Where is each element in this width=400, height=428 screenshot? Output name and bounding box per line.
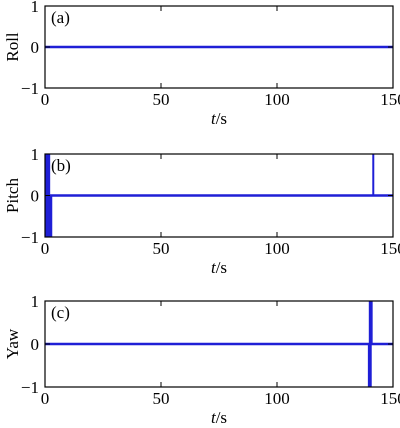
y-tick-label: 0 xyxy=(31,38,40,57)
y-axis-label: Roll xyxy=(3,32,22,62)
x-tick-label: 150 xyxy=(380,239,400,258)
y-axis-label: Yaw xyxy=(3,328,22,359)
x-tick-label: 50 xyxy=(153,90,170,109)
x-axis-label-unit: /s xyxy=(216,258,227,277)
y-tick-label: 1 xyxy=(31,0,40,16)
x-axis-label: t/s xyxy=(211,408,227,427)
x-axis-label-unit: /s xyxy=(216,408,227,427)
panel-label: (b) xyxy=(51,156,71,175)
x-axis-label: t/s xyxy=(211,109,227,128)
y-tick-label: 1 xyxy=(31,292,40,311)
x-tick-label: 100 xyxy=(264,90,290,109)
x-tick-label: 100 xyxy=(264,389,290,408)
x-axis-label-unit: /s xyxy=(216,109,227,128)
x-tick-label: 150 xyxy=(380,90,400,109)
x-tick-label: 0 xyxy=(41,389,50,408)
panel-label: (c) xyxy=(51,303,70,322)
y-tick-label: 1 xyxy=(31,145,40,164)
panel-label: (a) xyxy=(51,8,70,27)
x-axis-label: t/s xyxy=(211,258,227,277)
y-tick-label: −1 xyxy=(21,228,39,247)
x-axis-label-variable: t xyxy=(211,408,217,427)
x-tick-label: 0 xyxy=(41,239,50,258)
y-tick-label: −1 xyxy=(21,79,39,98)
x-tick-label: 100 xyxy=(264,239,290,258)
x-axis-label-variable: t xyxy=(211,258,217,277)
y-tick-label: −1 xyxy=(21,378,39,397)
y-axis-label: Pitch xyxy=(3,178,22,213)
x-tick-label: 50 xyxy=(153,239,170,258)
y-tick-label: 0 xyxy=(31,335,40,354)
x-tick-label: 0 xyxy=(41,90,50,109)
x-tick-label: 150 xyxy=(380,389,400,408)
x-axis-label-variable: t xyxy=(211,109,217,128)
x-tick-label: 50 xyxy=(153,389,170,408)
y-tick-label: 0 xyxy=(31,187,40,206)
